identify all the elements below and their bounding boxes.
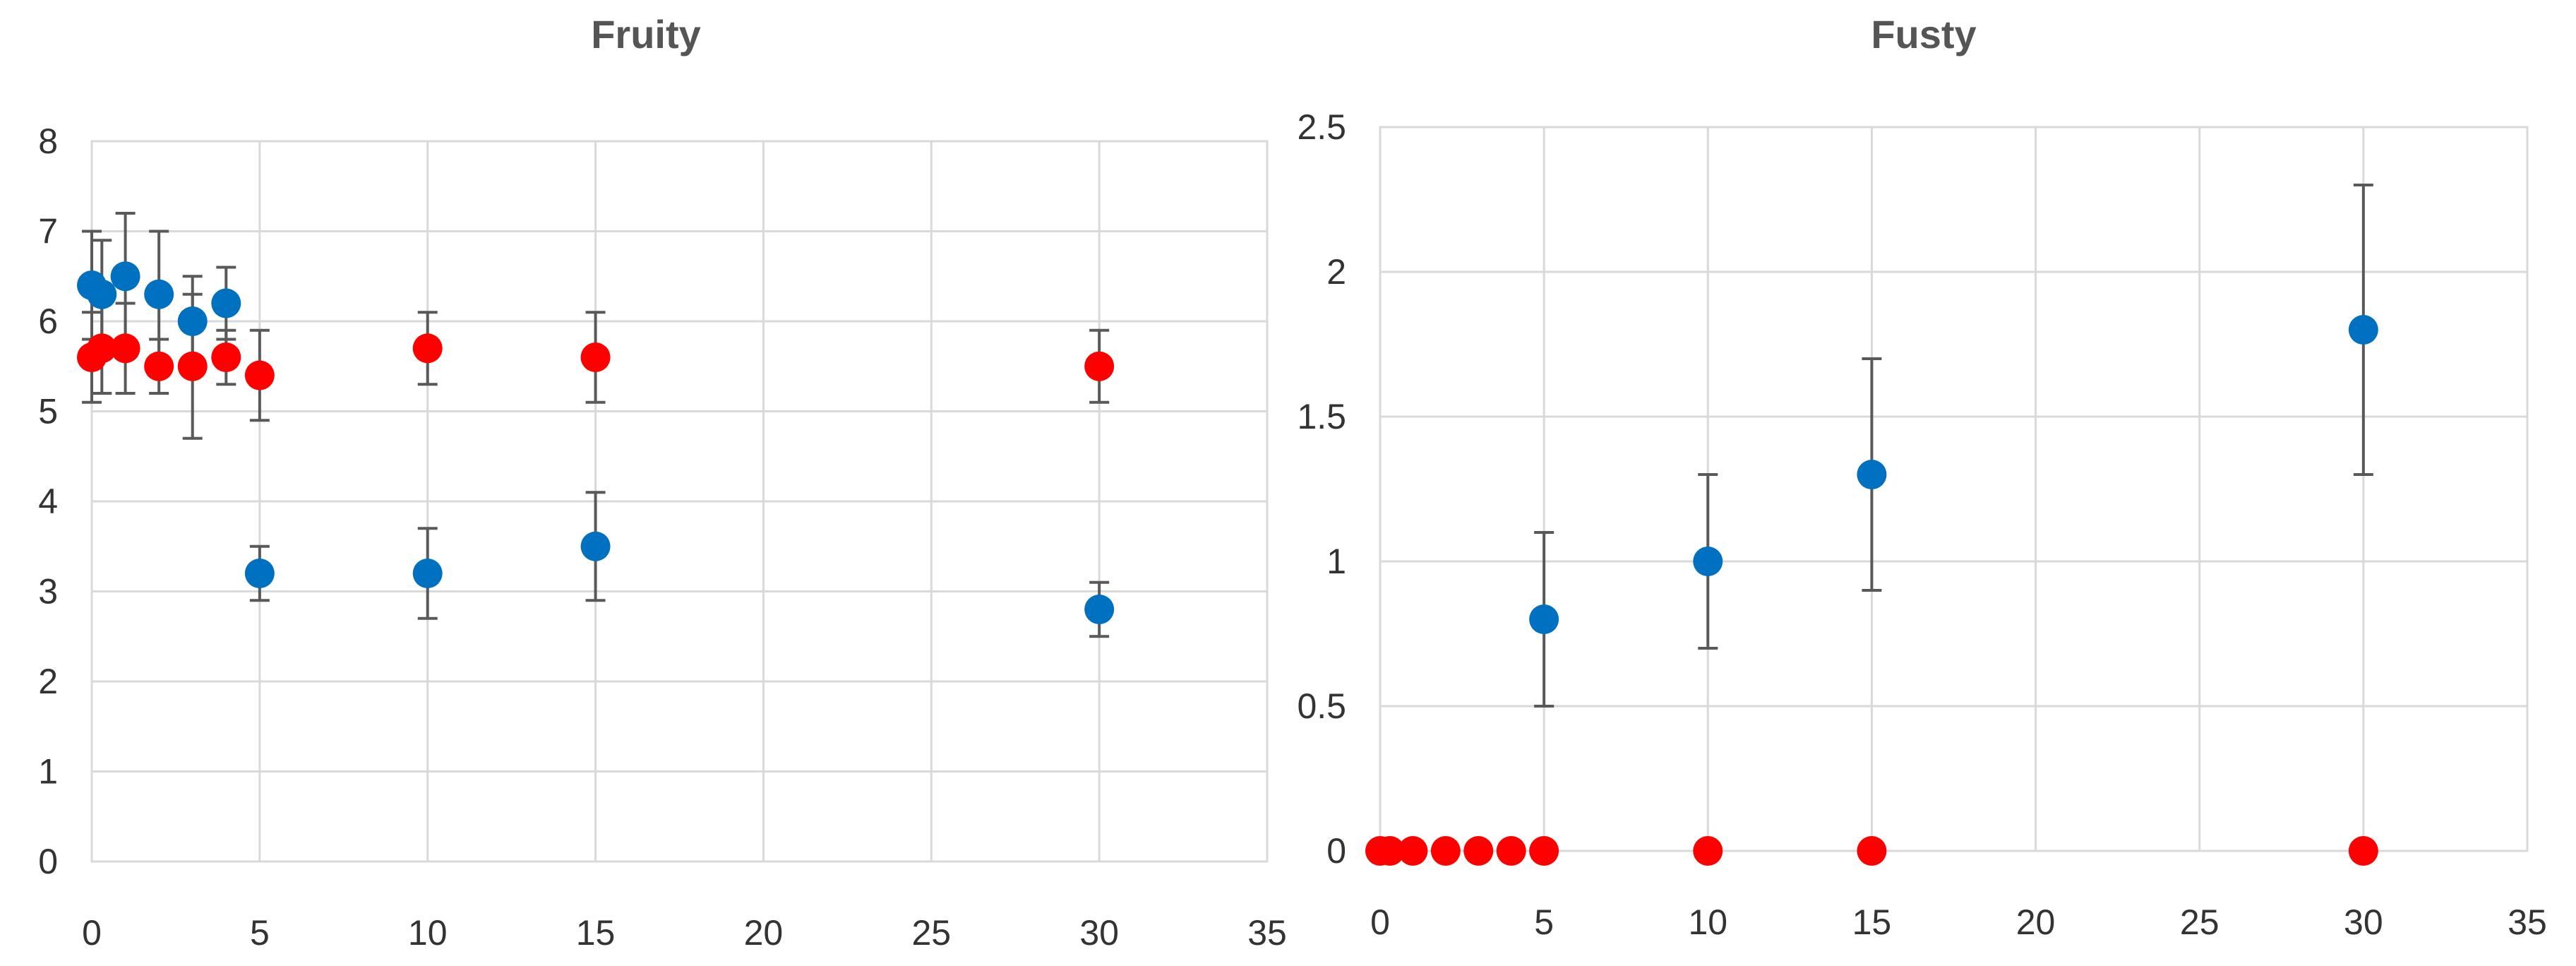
fruity-series1-point [1084,595,1115,624]
fruity-y-tick-label: 8 [38,121,58,161]
fruity-x-tick-label: 30 [1079,913,1119,953]
fusty-series2-point [1857,836,1887,866]
fruity-x-tick-label: 0 [82,913,102,953]
fruity-x-tick-label: 25 [911,913,951,953]
fusty-y-tick-label: 2 [1326,252,1346,292]
fusty-x-tick-label: 20 [2016,902,2056,942]
fruity-series2-point [580,342,611,372]
fusty-series2-point [1398,836,1428,866]
fruity-series1-point [412,559,443,588]
fusty-series1-point [2348,315,2378,345]
fruity-plot-area: 0 1 2 3 4 5 6 7 8 0 5 10 15 20 25 30 35 [38,121,1287,953]
fusty-series2-point [1430,836,1461,866]
fusty-series2-point [1496,836,1526,866]
fruity-series2-point [211,342,241,372]
fruity-series1-point [244,559,275,588]
fusty-plot-area: 0 0.5 1 1.5 2 2.5 0 5 10 15 20 25 30 35 [1297,107,2546,942]
fruity-y-tick-label: 1 [38,752,58,792]
fruity-y-tick-label: 2 [38,662,58,701]
fusty-series1-point [1529,604,1559,634]
fusty-x-tick-label: 30 [2344,902,2383,942]
fusty-x-tick-label: 35 [2508,902,2547,942]
fusty-series2-point [1463,836,1494,866]
fruity-chart: Fruity 0 1 2 3 4 5 6 7 8 0 5 10 15 20 25 30 35 [38,12,1287,953]
fusty-chart: Fusty 0 0.5 1 1.5 2 2.5 0 5 10 15 20 25 30 35 [1297,12,2546,942]
fusty-plot-frame [1379,126,2529,852]
fruity-series2-point [144,351,174,381]
fruity-y-tick-label: 6 [38,302,58,341]
fusty-y-tick-label: 2.5 [1297,107,1346,147]
fruity-y-tick-label: 4 [38,482,58,521]
fusty-series2-point [1529,836,1559,866]
fusty-chart-title: Fusty [1871,12,1976,56]
fruity-series1-point [110,261,140,292]
fusty-x-tick-label: 15 [1852,902,1892,942]
fruity-y-tick-label: 5 [38,392,58,431]
fusty-y-tick-label: 0 [1326,831,1346,871]
fusty-series1-point [1857,460,1887,489]
fruity-series1-point [177,306,208,336]
fusty-x-tick-label: 10 [1688,902,1727,942]
fusty-y-tick-label: 1.5 [1297,397,1346,436]
fruity-series1-point [144,279,174,309]
fusty-series2-point [2348,836,2378,866]
fusty-y-tick-label: 1 [1326,542,1346,581]
fusty-x-tick-label: 5 [1534,902,1554,942]
fruity-series1-point [580,531,611,561]
fruity-series2-point [244,360,275,390]
fruity-x-tick-label: 10 [408,913,448,953]
fruity-series1-point [211,288,241,318]
fruity-y-tick-label: 3 [38,572,58,612]
fruity-y-tick-label: 7 [38,212,58,251]
fusty-series2-point [1693,836,1723,866]
fusty-x-tick-label: 0 [1370,902,1390,942]
fruity-series2-point [177,351,208,381]
fruity-x-tick-label: 15 [576,913,616,953]
fruity-plot-frame [90,140,1269,863]
fusty-series2-point [1374,836,1405,866]
fruity-y-tick-label: 0 [38,842,58,881]
fruity-x-tick-label: 35 [1247,913,1287,953]
fusty-series1-point [1693,547,1723,576]
fruity-x-tick-label: 20 [744,913,784,953]
fruity-x-tick-label: 5 [250,913,270,953]
fruity-series2-point [1084,351,1115,381]
fusty-y-tick-label: 0.5 [1297,686,1346,726]
fruity-series2-point [412,333,443,364]
fruity-series2-point [87,333,117,364]
fruity-series1-point [87,279,117,309]
fruity-series2-point [110,333,140,364]
fruity-chart-title: Fruity [591,12,701,56]
fusty-x-tick-label: 25 [2180,902,2219,942]
